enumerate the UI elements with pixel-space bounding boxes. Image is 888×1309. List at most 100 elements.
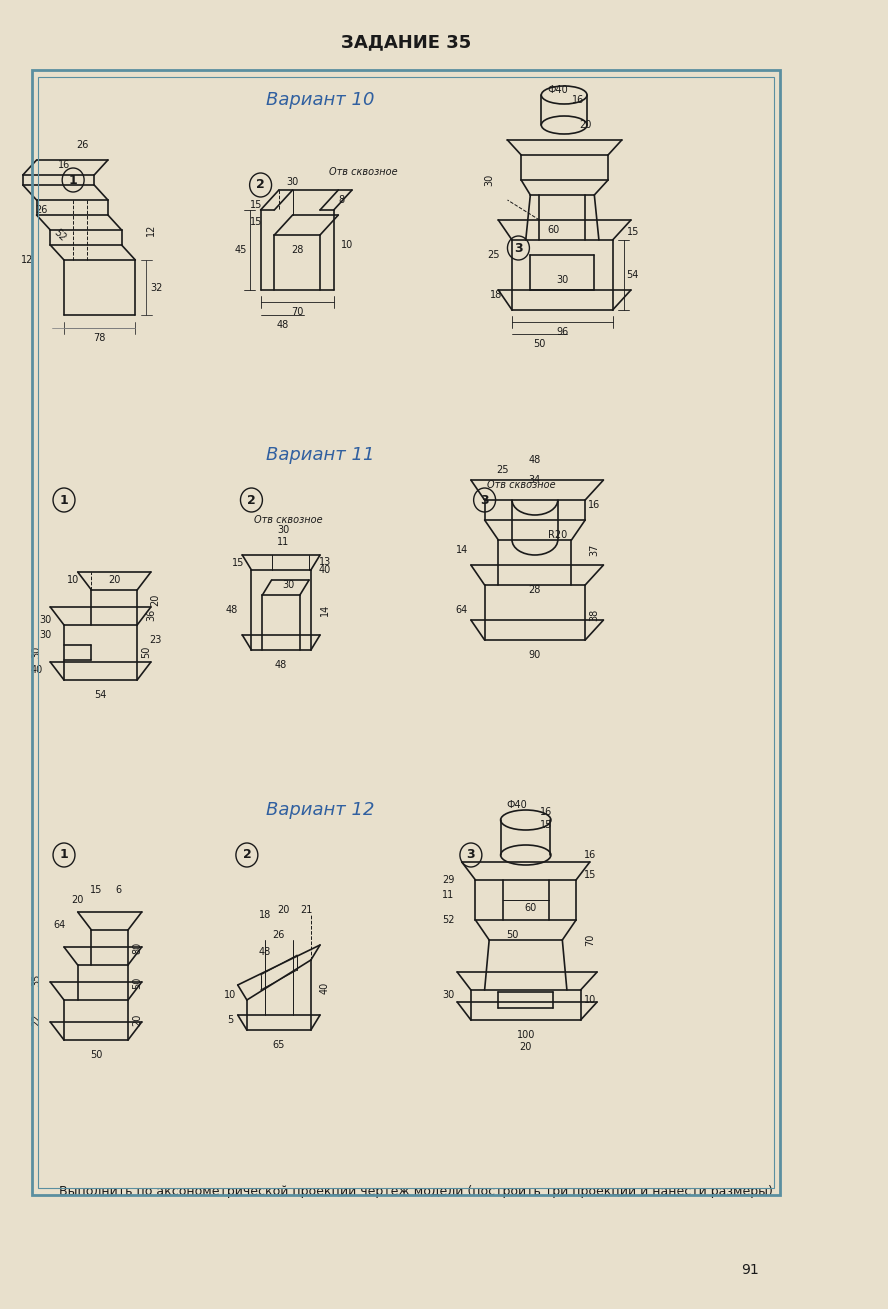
Text: 30: 30	[40, 615, 52, 624]
Text: Отв сквозное: Отв сквозное	[487, 480, 556, 490]
Text: 18: 18	[259, 910, 272, 920]
Text: 90: 90	[528, 651, 541, 660]
Text: 25: 25	[496, 465, 509, 475]
Text: 80: 80	[132, 942, 142, 954]
Text: Выполнить по аксонометрической проекции чертеж модели (построить три проекции и : Выполнить по аксонометрической проекции …	[59, 1185, 773, 1198]
Text: 30: 30	[556, 275, 568, 285]
Text: 15: 15	[250, 200, 262, 209]
Text: 30: 30	[442, 990, 454, 1000]
Text: 40: 40	[30, 665, 43, 675]
Text: 26: 26	[273, 929, 285, 940]
Text: Вариант 11: Вариант 11	[266, 446, 374, 463]
Text: 50: 50	[534, 339, 545, 350]
Text: 91: 91	[741, 1263, 758, 1278]
Text: 16: 16	[572, 96, 584, 105]
Text: 15: 15	[540, 819, 552, 830]
Text: 20: 20	[132, 1013, 142, 1026]
Text: 70: 70	[585, 933, 595, 946]
Text: 14: 14	[456, 545, 468, 555]
Text: 22: 22	[32, 1013, 42, 1026]
Text: 50: 50	[141, 645, 151, 658]
Text: 40: 40	[319, 565, 330, 575]
Text: 2: 2	[242, 848, 251, 861]
Text: 12: 12	[21, 255, 34, 264]
Text: 26: 26	[35, 206, 47, 215]
Text: 20: 20	[108, 575, 121, 585]
Text: 15: 15	[90, 885, 102, 895]
Text: 25: 25	[488, 250, 500, 260]
Text: 40: 40	[320, 982, 329, 994]
Text: 15: 15	[583, 870, 596, 880]
Text: 28: 28	[291, 245, 304, 255]
Text: 64: 64	[53, 920, 66, 929]
Text: 15: 15	[232, 558, 244, 568]
Text: Вариант 12: Вариант 12	[266, 801, 374, 819]
Text: 32: 32	[150, 283, 163, 293]
Text: 48: 48	[276, 319, 289, 330]
Text: 16: 16	[588, 500, 600, 511]
Text: 13: 13	[319, 558, 330, 567]
Text: 10: 10	[341, 240, 353, 250]
Text: 30: 30	[277, 525, 289, 535]
Text: 12: 12	[146, 224, 156, 236]
Text: 20: 20	[579, 120, 591, 130]
Text: 35: 35	[32, 974, 42, 986]
Text: 48: 48	[528, 456, 541, 465]
Text: 30: 30	[484, 174, 495, 186]
Text: 78: 78	[93, 332, 106, 343]
Text: 2: 2	[257, 178, 265, 191]
Text: 16: 16	[540, 808, 552, 817]
Text: 5: 5	[227, 1014, 234, 1025]
Text: 29: 29	[442, 874, 455, 885]
Text: 60: 60	[547, 225, 559, 236]
Text: 1: 1	[59, 493, 68, 507]
Text: 54: 54	[627, 270, 639, 280]
Text: 11: 11	[442, 890, 454, 901]
Text: 38: 38	[590, 609, 599, 622]
Text: 3: 3	[466, 848, 475, 861]
Text: 30: 30	[40, 630, 52, 640]
Text: 20: 20	[72, 895, 83, 905]
Text: Вариант 10: Вариант 10	[266, 92, 374, 109]
Text: 3: 3	[480, 493, 489, 507]
Text: Отв сквозное: Отв сквозное	[254, 514, 322, 525]
Text: 28: 28	[528, 585, 541, 596]
Text: 1: 1	[68, 174, 77, 186]
Text: 26: 26	[76, 140, 89, 151]
Text: R20: R20	[548, 530, 567, 541]
Text: 96: 96	[556, 327, 568, 336]
Text: 48: 48	[274, 660, 287, 670]
Text: 23: 23	[149, 635, 162, 645]
Text: 100: 100	[517, 1030, 535, 1039]
Text: 50: 50	[132, 977, 142, 990]
Text: 10: 10	[67, 575, 79, 585]
Text: 16: 16	[583, 850, 596, 860]
Text: 16: 16	[58, 160, 70, 170]
Text: 15: 15	[250, 217, 262, 226]
Text: 2: 2	[247, 493, 256, 507]
Text: 64: 64	[456, 605, 468, 615]
Text: 10: 10	[583, 995, 596, 1005]
Text: Отв сквозное: Отв сквозное	[329, 168, 398, 177]
Text: 52: 52	[52, 226, 67, 243]
Text: 1: 1	[59, 848, 68, 861]
Text: 11: 11	[277, 537, 289, 547]
Text: 65: 65	[273, 1039, 285, 1050]
Text: 45: 45	[234, 245, 247, 255]
Text: 14: 14	[320, 603, 329, 617]
Text: Ф40: Ф40	[506, 800, 527, 810]
Text: 30: 30	[287, 177, 298, 187]
Text: 34: 34	[528, 475, 541, 486]
Text: 21: 21	[300, 905, 313, 915]
Text: 30: 30	[281, 580, 294, 590]
Text: 20: 20	[519, 1042, 532, 1052]
Text: 37: 37	[590, 543, 599, 556]
Text: 54: 54	[94, 690, 107, 700]
Text: 48: 48	[226, 605, 237, 615]
Text: ЗАДАНИЕ 35: ЗАДАНИЕ 35	[341, 33, 472, 51]
Text: 30: 30	[32, 645, 42, 658]
Text: Ф40: Ф40	[547, 85, 568, 96]
Text: 48: 48	[259, 946, 272, 957]
Text: 50: 50	[90, 1050, 102, 1060]
Text: 3: 3	[514, 241, 523, 254]
